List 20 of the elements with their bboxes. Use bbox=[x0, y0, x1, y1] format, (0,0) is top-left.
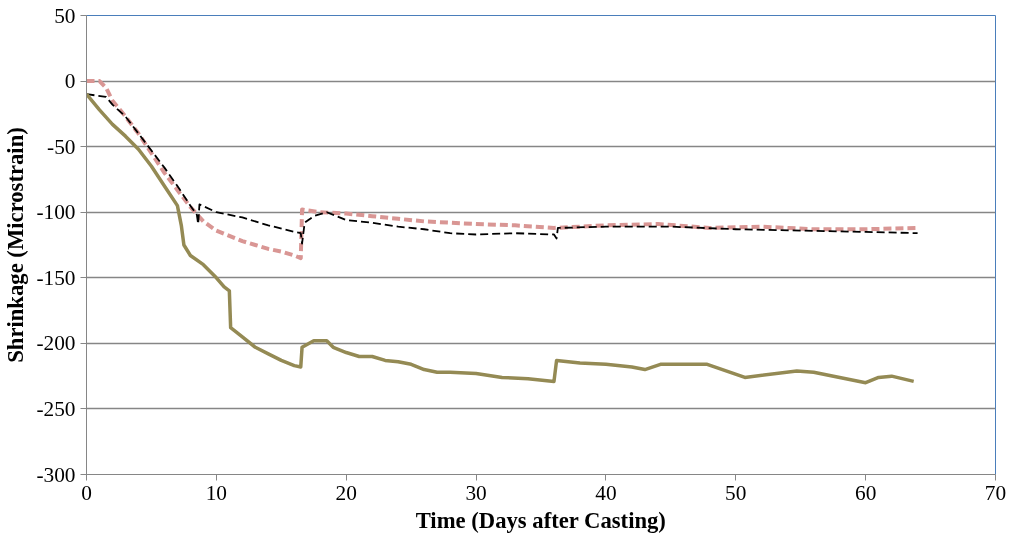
y-tick-label: -300 bbox=[36, 462, 76, 487]
x-tick-label: 50 bbox=[725, 480, 747, 505]
y-tick-label: -200 bbox=[36, 331, 76, 356]
y-tick-label: -100 bbox=[36, 200, 76, 225]
y-tick-label: 50 bbox=[54, 3, 76, 28]
x-axis-title: Time (Days after Casting) bbox=[415, 507, 666, 533]
y-tick-label: -50 bbox=[47, 134, 76, 159]
y-tick-label: -250 bbox=[36, 396, 76, 421]
line-series bbox=[86, 93, 919, 245]
x-tick-label: 0 bbox=[81, 480, 92, 505]
line-series bbox=[86, 92, 916, 385]
y-tick-label: 0 bbox=[64, 69, 76, 94]
x-tick-label: 20 bbox=[335, 480, 357, 505]
x-tick-label: 30 bbox=[465, 480, 487, 505]
x-tick-label: 70 bbox=[984, 480, 1007, 505]
y-tick-label: -150 bbox=[36, 265, 76, 290]
x-tick-label: 40 bbox=[595, 480, 617, 505]
x-tick-label: 60 bbox=[854, 480, 877, 505]
y-axis-title: Shrinkage (Microstrain) bbox=[3, 127, 29, 363]
x-tick-label: 10 bbox=[205, 480, 228, 505]
